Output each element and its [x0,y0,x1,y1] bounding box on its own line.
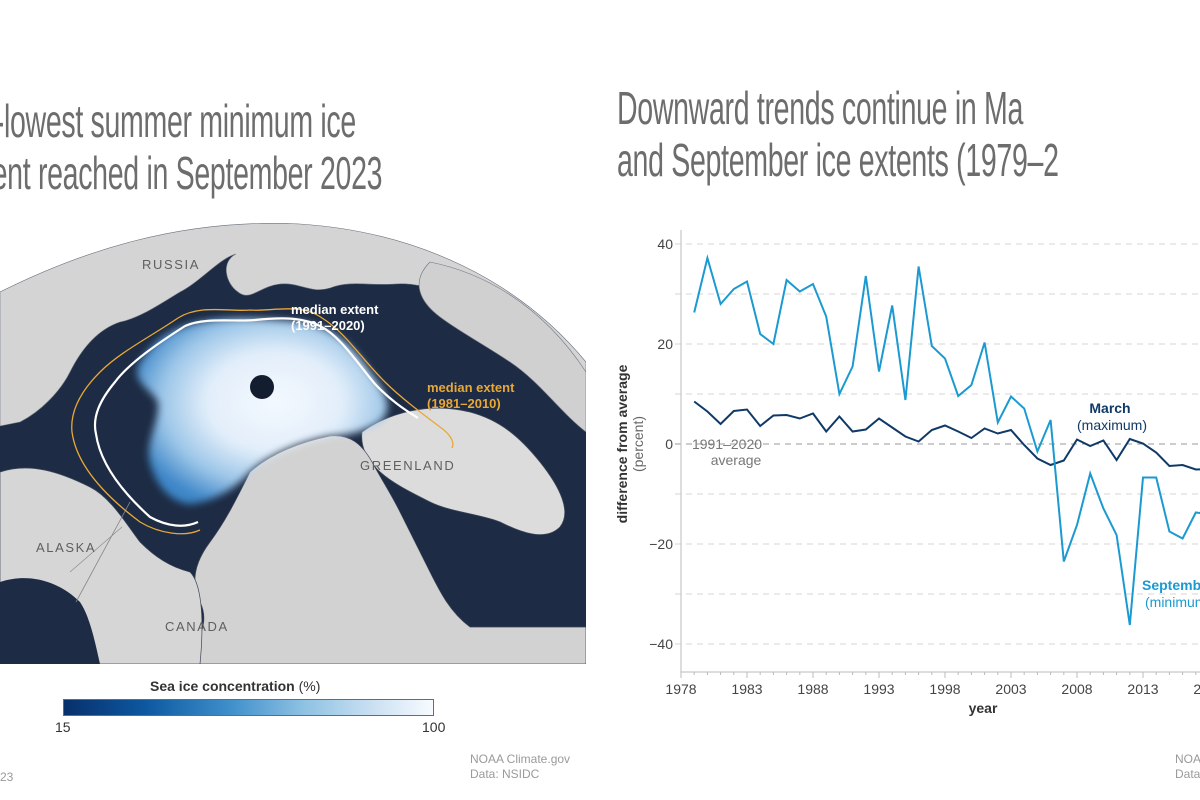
chart-credit-line1: NOAA Climate.gov [1175,752,1200,766]
x-axis-title: year [969,700,998,716]
x-tick-label: 1988 [797,681,828,697]
arctic-sea-ice-map: RUSSIA GREENLAND ALASKA CANADA median ex… [0,222,586,664]
left-partial-credit: 23 [0,770,14,784]
chart-title: Downward trends continue in Ma and Septe… [617,82,1059,186]
land-scandinavia [418,261,586,433]
callout-line [69,526,123,573]
annotation-median-1991-2020: median extent (1991–2020) [291,302,378,334]
baseline-label-line1: 1991–2020 [692,436,762,452]
y-tick-label: 20 [657,336,673,352]
annotation-median-1981-2010-line2: (1981–2010) [427,396,501,411]
ocean-gulf-of-alaska [0,578,100,664]
colorbar-unit: (%) [298,678,321,694]
colorbar-title-text: Sea ice concentration [150,678,295,694]
y-tick-label: −20 [649,536,673,552]
series-label-september: September [1142,577,1200,593]
label-greenland: GREENLAND [360,458,456,473]
x-tick-label: 2003 [995,681,1026,697]
land-greenland [361,407,566,535]
y-axis-subtitle: (percent) [630,416,646,472]
chart-title-line2: and September ice extents (1979–2 [617,134,1059,186]
annotation-median-1991-2020-line1: median extent [291,302,379,317]
x-tick-label: 2018 [1193,681,1200,697]
chart-credit: NOAA Climate.gov Data: NSIDC [1175,752,1200,782]
pole-hole [250,375,274,399]
y-tick-label: 40 [657,236,673,252]
map-credit-line2: Data: NSIDC [470,767,540,781]
x-tick-label: 2013 [1127,681,1158,697]
annotation-median-1991-2020-line2: (1991–2020) [291,318,365,333]
series-sublabel-september: (minimum) [1145,594,1200,610]
x-tick-label: 1993 [863,681,894,697]
map-title-line1-text: -lowest summer minimum ice [0,95,356,147]
map-title-line1: th-lowest summer minimum ice [0,82,382,147]
baseline-label-line2: average [711,452,762,468]
sea-ice-extent [137,318,388,504]
label-canada: CANADA [165,619,229,634]
series [693,254,1200,626]
x-tick-label: 1998 [929,681,960,697]
label-russia: RUSSIA [142,257,201,272]
axes: 1978 1983 1988 1993 1998 2003 2008 2013 2018 −40 −… [649,230,1200,697]
series-label-march: March [1089,400,1130,416]
y-axis-title: difference from average [614,364,630,523]
ice-extent-line-chart: 1978 1983 1988 1993 1998 2003 2008 2013 2018 −40 −… [614,230,1200,716]
y-tick-label: 0 [665,436,673,452]
label-alaska: ALASKA [36,540,97,555]
median-extent-1981-2010-line [71,308,454,535]
chart-title-line1: Downward trends continue in Ma [617,82,1024,134]
x-tick-label: 1978 [665,681,696,697]
series-line-september [693,254,1200,626]
y-tick-label: −40 [649,636,673,652]
map-title-line2: tent reached in September 2023 [0,147,383,199]
x-tick-label: 2008 [1061,681,1092,697]
median-extent-1991-2020-line [93,317,419,527]
map-graphic [0,222,586,664]
sea-ice-colorbar [63,699,434,716]
map-title: th-lowest summer minimum ice tent reache… [0,82,382,199]
chart-credit-line2: Data: NSIDC [1175,767,1200,781]
annotation-median-1981-2010-line1: median extent [427,380,515,395]
colorbar-min-label: 15 [55,719,71,735]
map-credit-line1: NOAA Climate.gov [470,752,571,766]
x-tick-label: 1983 [731,681,762,697]
colorbar-max-label: 100 [422,719,446,735]
land-canadian-archipelago [179,435,586,664]
globe-outside [0,222,586,362]
series-sublabel-march: (maximum) [1077,417,1147,433]
border-alaska-canada [75,501,131,603]
map-credit: NOAA Climate.gov Data: NSIDC [470,752,570,782]
annotation-median-1981-2010: median extent (1981–2010) [427,380,514,412]
colorbar-title: Sea ice concentration (%) [150,678,320,694]
